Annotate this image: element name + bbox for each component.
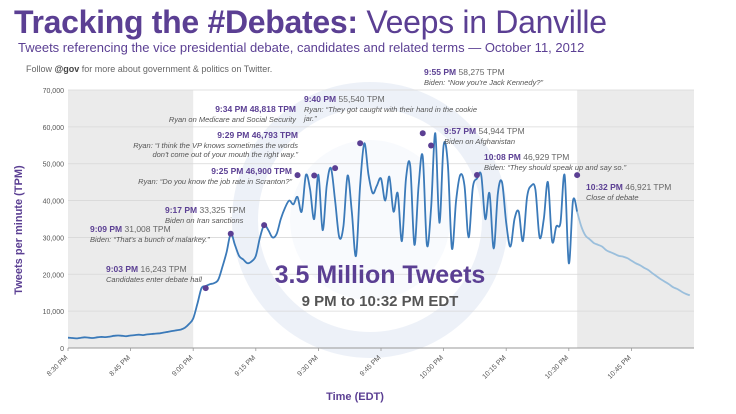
y-tick-label: 0 [60,346,64,353]
annotation-text: Close of debate [586,193,639,202]
annotation-text: Ryan: “I think the VP knows sometimes th… [133,141,298,150]
series-line [67,132,578,340]
pre-debate-shade [68,90,194,348]
annotation-text: Biden: “Now you're Jack Kennedy?” [424,78,543,87]
post-debate-shade [577,90,694,348]
follow-suffix: for more about government & politics on … [79,64,273,74]
annotation-marker [574,172,581,179]
y-tick-label: 70,000 [43,88,65,95]
annotation-text: Ryan: “Do you know the job rate in Scran… [138,177,292,186]
annotation-marker [261,222,268,229]
annotation-text: jar.” [303,114,317,123]
annotation-marker [419,130,426,137]
watermark-center [290,140,450,300]
title-rest: Veeps in Danville [357,4,607,40]
y-tick-label: 60,000 [43,125,65,132]
series-line-post [576,211,691,297]
annotation-marker [294,172,301,179]
x-tick-label: 8:45 PM [109,354,133,378]
x-tick-label: 9:00 PM [171,354,195,378]
watermark-ring [232,82,508,358]
x-tick-label: 10:15 PM [481,354,507,380]
total-tweets-label: 3.5 Million Tweets [275,261,486,289]
y-axis-label: Tweets per minute (TPM) [13,165,25,295]
y-tick-label: 10,000 [43,309,65,316]
y-tick-label: 20,000 [43,272,65,279]
annotation-time: 9:03 PM 16,243 TPM [106,264,187,274]
y-tick-label: 30,000 [43,235,65,242]
y-tick-label: 40,000 [43,199,65,206]
x-tick-label: 9:30 PM [296,354,320,378]
follow-note: Follow @gov for more about government & … [26,64,272,74]
annotation-time: 9:55 PM 58,275 TPM [424,67,505,77]
follow-prefix: Follow [26,64,55,74]
annotation-time: 9:40 PM 55,540 TPM [304,94,385,104]
annotation-marker [357,140,364,147]
x-tick-label: 10:45 PM [607,354,633,380]
annotation-marker [202,285,209,292]
annotation-text: Biden: “That's a bunch of malarkey.” [90,235,210,244]
chart-subtitle: Tweets referencing the vice presidential… [18,40,585,55]
follow-handle[interactable]: @gov [54,64,80,74]
annotation-text: Biden on Afghanistan [444,137,515,146]
x-tick-label: 10:30 PM [544,354,570,380]
annotation-time: 9:34 PM 48,818 TPM [215,104,296,114]
x-axis-label: Time (EDT) [326,391,384,403]
annotation-marker [227,230,234,237]
annotation-text: Biden: “They should speak up and say so.… [484,163,627,172]
chart-title: Tracking the #Debates: Veeps in Danville [14,4,607,40]
annotation-time: 9:09 PM 31,008 TPM [90,224,171,234]
title-bold: Tracking the #Debates: [14,4,358,40]
annotation-time: 9:57 PM 54,944 TPM [444,126,525,136]
annotation-marker [311,172,318,179]
annotation-text: Candidates enter debate hall [106,275,202,284]
y-tick-label: 50,000 [43,162,65,169]
total-tweets-range: 9 PM to 10:32 PM EDT [302,293,459,310]
annotation-marker [332,165,339,172]
annotation-time: 10:32 PM 46,921 TPM [586,182,671,192]
annotation-marker [473,172,480,179]
annotation-time: 10:08 PM 46,929 TPM [484,152,569,162]
annotation-text: Ryan on Medicare and Social Security [169,115,297,124]
annotation-text: Ryan: “They got caught with their hand i… [304,105,477,114]
annotation-text: Biden on Iran sanctions [165,216,244,225]
annotation-time: 9:17 PM 33,325 TPM [165,205,246,215]
x-tick-label: 10:00 PM [419,354,445,380]
annotation-time: 9:29 PM 46,793 TPM [217,130,298,140]
annotation-marker [428,142,435,149]
x-tick-label: 8:30 PM [46,354,70,378]
x-tick-label: 9:15 PM [234,354,258,378]
annotation-time: 9:25 PM 46,900 TPM [211,166,292,176]
annotation-text: don't come out of your mouth the right w… [152,150,298,159]
